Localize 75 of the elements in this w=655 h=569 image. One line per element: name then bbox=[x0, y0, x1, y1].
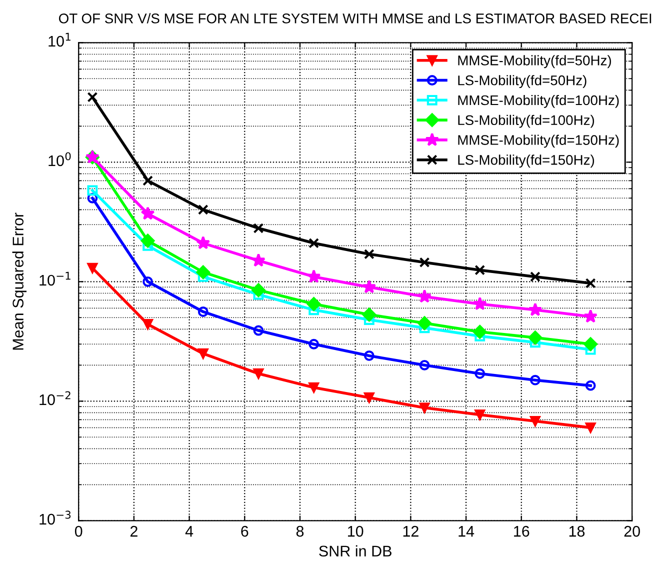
point bbox=[253, 368, 264, 379]
point bbox=[87, 185, 98, 196]
point bbox=[142, 319, 153, 330]
point bbox=[253, 325, 264, 336]
y-tick-label: 10$^{−1}$ bbox=[40, 272, 70, 286]
point bbox=[364, 248, 374, 260]
point bbox=[530, 271, 540, 282]
legend-label: LS-Mobility(fd=100Hz) bbox=[458, 114, 594, 128]
y-tick-label: 10$^{0}$ bbox=[48, 152, 71, 166]
point bbox=[419, 402, 430, 413]
legend-label: MMSE-Mobility(fd=150Hz) bbox=[458, 134, 619, 148]
point bbox=[196, 236, 210, 250]
x-tick-label: 8 bbox=[296, 526, 304, 537]
x-tick-label: 2 bbox=[130, 526, 138, 537]
point bbox=[140, 206, 155, 220]
point bbox=[585, 422, 596, 433]
y-tick-label: 10$^{−3}$ bbox=[40, 510, 71, 525]
point bbox=[198, 306, 208, 317]
point bbox=[530, 374, 540, 386]
x-tick-label: 0 bbox=[74, 526, 82, 537]
point bbox=[308, 238, 320, 248]
legend-label: LS-Mobility(fd=150Hz) bbox=[458, 154, 594, 168]
point bbox=[530, 416, 540, 426]
point bbox=[584, 309, 598, 323]
point bbox=[585, 380, 596, 391]
point bbox=[585, 278, 596, 288]
legend-label: MMSE-Mobility(fd=50Hz) bbox=[458, 55, 611, 68]
point bbox=[252, 283, 266, 298]
point bbox=[196, 265, 210, 280]
point bbox=[140, 234, 155, 248]
point bbox=[198, 348, 208, 359]
point bbox=[362, 280, 376, 294]
x-tick-label: 16 bbox=[514, 526, 530, 537]
chart-title: OT OF SNR V/S MSE FOR AN LTE SYSTEM WITH MMSE and LS ESTIMATOR BASED RECEI bbox=[58, 13, 652, 24]
point bbox=[142, 276, 153, 287]
point bbox=[419, 360, 430, 370]
point bbox=[418, 289, 432, 303]
point bbox=[306, 269, 321, 283]
point bbox=[419, 257, 430, 268]
legend-label: LS-Mobility(fd=50Hz) bbox=[458, 75, 586, 88]
y-tick-label: 10$^{−2}$ bbox=[40, 391, 70, 406]
point bbox=[142, 175, 153, 186]
point bbox=[308, 304, 320, 316]
point bbox=[418, 316, 432, 330]
x-tick-label: 18 bbox=[569, 526, 585, 537]
point bbox=[364, 392, 374, 403]
x-tick-label: 20 bbox=[624, 526, 640, 537]
point bbox=[474, 409, 486, 420]
point bbox=[364, 350, 374, 361]
point bbox=[198, 204, 208, 215]
point bbox=[87, 92, 98, 102]
x-axis-title: SNR in DB bbox=[319, 545, 392, 557]
point bbox=[474, 368, 486, 379]
point bbox=[306, 297, 321, 311]
y-axis-title: Mean Squared Error bbox=[12, 212, 27, 350]
point bbox=[308, 338, 320, 350]
y-tick-label: 10$^{1}$ bbox=[48, 32, 70, 47]
point bbox=[528, 302, 542, 316]
point bbox=[87, 262, 98, 274]
point bbox=[308, 382, 320, 393]
point bbox=[584, 337, 598, 352]
point bbox=[528, 330, 542, 345]
point bbox=[87, 192, 98, 204]
x-tick-label: 10 bbox=[348, 526, 364, 537]
legend-label: MMSE-Mobility(fd=100Hz) bbox=[458, 94, 619, 108]
point bbox=[362, 308, 376, 322]
x-tick-label: 14 bbox=[458, 526, 474, 537]
x-tick-label: 6 bbox=[241, 526, 248, 537]
x-tick-label: 12 bbox=[403, 526, 418, 537]
point bbox=[253, 223, 264, 234]
point bbox=[251, 253, 266, 267]
x-tick-label: 4 bbox=[185, 526, 194, 537]
point bbox=[474, 264, 486, 276]
point bbox=[472, 324, 487, 339]
point bbox=[472, 296, 487, 310]
